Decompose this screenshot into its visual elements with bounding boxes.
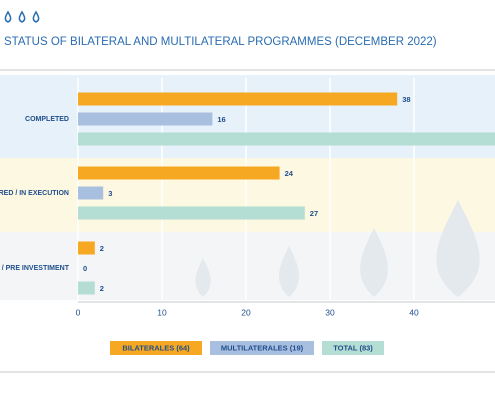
drop-icons [4,10,40,23]
y-tick-label: / PRE INVESTIMENT [2,265,70,272]
data-label: 2 [100,244,104,253]
bar [78,206,305,220]
legend-label: BILATERALES (64) [122,343,190,352]
legend-label: TOTAL (83) [333,343,373,352]
data-label: 2 [100,284,104,293]
band [0,75,495,158]
band [0,232,495,300]
bar [78,132,495,146]
data-label: 0 [83,264,87,273]
bar [78,92,398,106]
legend-swatch [210,341,314,355]
chart-title: STATUS OF BILATERAL AND MULTILATERAL PRO… [4,36,437,48]
x-tick-label: 0 [76,307,81,317]
data-label: 24 [285,169,294,178]
y-tick-label: RED / IN EXECUTION [0,190,69,197]
data-label: 27 [310,209,318,218]
x-tick-label: 10 [157,307,167,317]
drop-decorations [195,200,480,297]
legend-swatch [110,341,202,355]
data-label: 3 [108,189,112,198]
bar [78,281,95,295]
bar [78,112,213,126]
bar [78,186,104,200]
legend-swatch [322,341,384,355]
legend-label: MULTILATERALES (19) [221,343,304,352]
x-tick-label: 40 [409,307,419,317]
data-label: 38 [402,95,410,104]
data-label: 16 [217,115,225,124]
y-tick-label: COMPLETED [25,116,69,123]
bar [78,166,280,180]
x-tick-label: 30 [325,307,335,317]
bar [78,241,95,255]
x-tick-label: 20 [241,307,251,317]
